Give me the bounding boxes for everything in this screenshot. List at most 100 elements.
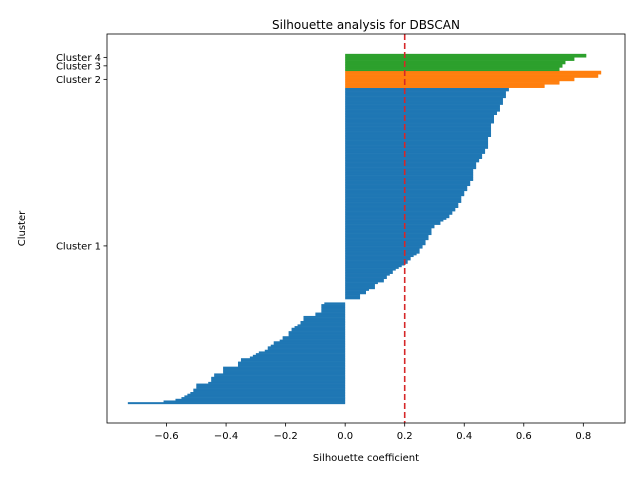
silhouette-bar (345, 131, 492, 134)
silhouette-bars (127, 53, 602, 405)
silhouette-bar (345, 65, 563, 68)
silhouette-bar (345, 102, 503, 105)
silhouette-bar (288, 332, 346, 335)
silhouette-bar (345, 148, 486, 151)
silhouette-bar (345, 101, 503, 104)
silhouette-bar (345, 229, 432, 232)
silhouette-bar (345, 158, 480, 161)
silhouette-bar (345, 187, 468, 190)
silhouette-bar (345, 182, 471, 185)
cluster-3-bars (345, 60, 566, 72)
x-tick-label: −0.2 (273, 431, 297, 442)
silhouette-bar (345, 189, 468, 192)
silhouette-bar (345, 97, 503, 100)
silhouette-bar (240, 359, 346, 362)
silhouette-bar (345, 104, 500, 107)
silhouette-bar (345, 129, 492, 132)
silhouette-bar (214, 373, 346, 376)
silhouette-bar (345, 192, 465, 195)
silhouette-bar (345, 109, 500, 112)
silhouette-bar (345, 204, 459, 207)
silhouette-bar (345, 248, 420, 251)
silhouette-bar (223, 366, 346, 369)
silhouette-bar (288, 334, 346, 337)
silhouette-bar (345, 228, 432, 230)
silhouette-bar (345, 184, 471, 187)
silhouette-bar (345, 162, 477, 165)
silhouette-bar (345, 231, 432, 234)
silhouette-bar (345, 94, 506, 97)
silhouette-bar (345, 178, 474, 181)
silhouette-bar (345, 278, 384, 281)
silhouette-bar (345, 206, 459, 209)
silhouette-bar (273, 341, 346, 344)
silhouette-bar (345, 222, 441, 225)
silhouette-bar (321, 304, 346, 307)
silhouette-bar (345, 118, 495, 121)
silhouette-bar (345, 84, 545, 87)
silhouette-bar (345, 244, 423, 247)
silhouette-bar (211, 378, 346, 381)
silhouette-bar (345, 80, 560, 83)
x-axis-ticks: −0.6 −0.4 −0.2 0.0 0.2 0.4 0.6 0.8 (154, 423, 591, 442)
silhouette-bar (291, 329, 346, 332)
silhouette-bar (345, 135, 492, 137)
x-axis-label: Silhouette coefficient (313, 453, 419, 464)
silhouette-bar (345, 177, 474, 180)
silhouette-bar (294, 326, 346, 329)
silhouette-bar (345, 106, 500, 109)
silhouette-bar (345, 293, 361, 296)
silhouette-bar (345, 89, 509, 92)
x-tick-label: −0.4 (214, 431, 238, 442)
cluster-2-label: Cluster 2 (56, 75, 101, 86)
silhouette-bar (345, 58, 575, 61)
silhouette-bar (345, 273, 390, 276)
silhouette-bar (345, 241, 426, 244)
silhouette-bar (345, 145, 489, 148)
silhouette-bar (345, 265, 402, 268)
silhouette-bar (345, 239, 426, 242)
silhouette-bar (345, 270, 393, 273)
silhouette-bar (303, 315, 346, 318)
silhouette-bar (345, 113, 497, 116)
silhouette-bar (345, 219, 444, 222)
silhouette-bar (345, 121, 495, 124)
silhouette-bar (300, 322, 346, 325)
cluster-3-label: Cluster 3 (56, 61, 101, 72)
silhouette-bar (345, 197, 462, 200)
silhouette-bar (345, 200, 462, 203)
silhouette-bar (264, 349, 346, 352)
silhouette-bar (345, 172, 474, 175)
silhouette-bar (345, 165, 477, 168)
silhouette-bar (211, 380, 346, 383)
silhouette-bar (345, 140, 489, 143)
y-axis-label: Cluster (17, 210, 28, 246)
silhouette-bar (184, 395, 346, 398)
silhouette-bar (345, 85, 545, 88)
silhouette-bar (345, 168, 474, 171)
silhouette-bar (273, 342, 346, 345)
silhouette-bar (345, 67, 560, 70)
silhouette-bar (345, 246, 423, 249)
silhouette-bar (345, 275, 387, 278)
silhouette-bar (267, 346, 346, 349)
silhouette-bar (321, 307, 346, 310)
silhouette-bar (345, 207, 456, 210)
x-tick-label: 0.8 (575, 431, 591, 442)
silhouette-bar (345, 243, 426, 246)
silhouette-bar (345, 60, 566, 63)
silhouette-bar (345, 214, 450, 217)
silhouette-bar (345, 287, 375, 290)
silhouette-bar (345, 151, 486, 154)
silhouette-bar (345, 72, 602, 75)
silhouette-bar (345, 91, 506, 94)
silhouette-bar (345, 143, 489, 146)
silhouette-bar (345, 53, 587, 56)
silhouette-bar (345, 123, 492, 126)
silhouette-bar (321, 309, 346, 312)
silhouette-bar (196, 386, 346, 389)
silhouette-bar (345, 150, 486, 153)
silhouette-bar (223, 371, 346, 374)
silhouette-bar (345, 295, 361, 298)
silhouette-bar (345, 253, 417, 256)
